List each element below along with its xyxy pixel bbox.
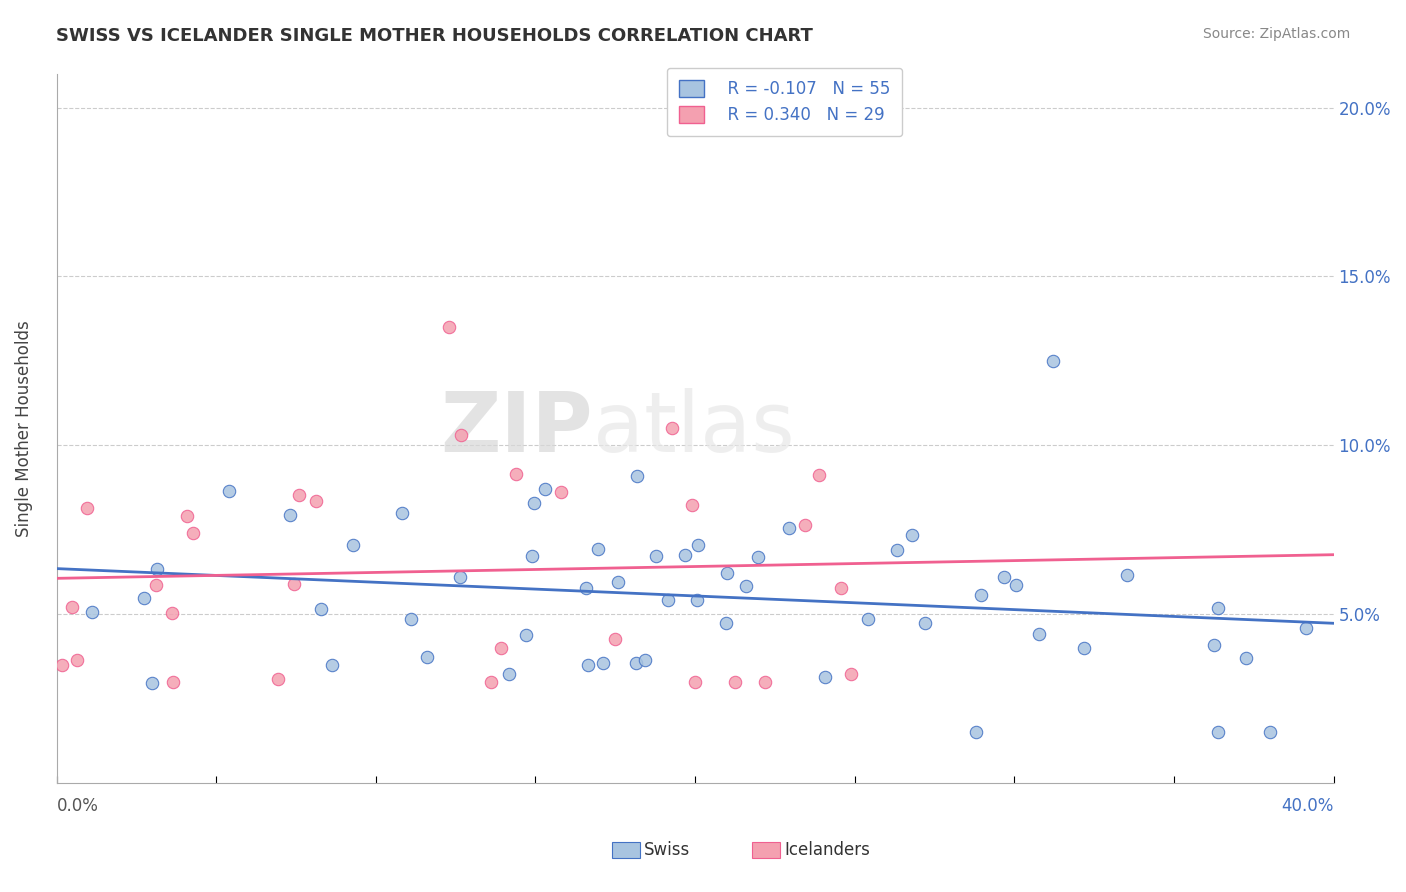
Point bbox=[685, 592, 707, 607]
Point bbox=[534, 482, 557, 496]
Point bbox=[914, 615, 936, 630]
Point bbox=[714, 615, 737, 630]
Point bbox=[1204, 639, 1226, 653]
Point bbox=[450, 428, 472, 442]
Point bbox=[321, 657, 343, 672]
Point bbox=[288, 488, 311, 502]
Point bbox=[965, 725, 987, 739]
Point bbox=[734, 579, 756, 593]
Point bbox=[661, 421, 683, 435]
Point bbox=[970, 589, 993, 603]
Text: Swiss: Swiss bbox=[644, 841, 690, 859]
Text: SWISS VS ICELANDER SINGLE MOTHER HOUSEHOLDS CORRELATION CHART: SWISS VS ICELANDER SINGLE MOTHER HOUSEHO… bbox=[56, 27, 813, 45]
Point bbox=[520, 549, 543, 563]
Point bbox=[218, 483, 240, 498]
Point bbox=[309, 601, 332, 615]
Point bbox=[51, 657, 73, 672]
Point bbox=[146, 562, 169, 576]
Point bbox=[673, 548, 696, 562]
Point bbox=[1116, 568, 1139, 582]
Point bbox=[141, 676, 163, 690]
Point bbox=[576, 658, 599, 673]
Point bbox=[162, 674, 184, 689]
Text: ZIP: ZIP bbox=[440, 388, 593, 469]
Point bbox=[901, 528, 924, 542]
Text: Icelanders: Icelanders bbox=[785, 841, 870, 859]
Point bbox=[830, 581, 852, 595]
Point bbox=[633, 653, 655, 667]
Point bbox=[479, 674, 502, 689]
Point bbox=[993, 570, 1015, 584]
Point bbox=[1258, 725, 1281, 739]
Point bbox=[60, 599, 83, 614]
Point bbox=[644, 549, 666, 563]
Point bbox=[839, 667, 862, 681]
Point bbox=[754, 674, 776, 689]
Text: 0.0%: 0.0% bbox=[56, 797, 98, 815]
Point bbox=[793, 517, 815, 532]
Point bbox=[160, 607, 183, 621]
Point bbox=[283, 576, 305, 591]
Point bbox=[342, 539, 364, 553]
Point bbox=[1206, 725, 1229, 739]
Point bbox=[1042, 354, 1064, 368]
Point bbox=[439, 320, 461, 334]
Y-axis label: Single Mother Households: Single Mother Households bbox=[15, 320, 32, 537]
Point bbox=[416, 649, 439, 664]
Point bbox=[132, 591, 155, 605]
Point bbox=[181, 525, 204, 540]
Point bbox=[778, 521, 800, 535]
Point bbox=[586, 542, 609, 557]
Point bbox=[80, 605, 103, 619]
Point bbox=[498, 667, 520, 681]
Point bbox=[505, 467, 527, 481]
Point bbox=[657, 593, 679, 607]
Point bbox=[1004, 578, 1026, 592]
Point bbox=[724, 674, 747, 689]
Point bbox=[550, 485, 572, 500]
Point bbox=[391, 506, 413, 520]
Point bbox=[1234, 650, 1257, 665]
Point bbox=[449, 569, 471, 583]
Point bbox=[747, 549, 769, 564]
Point bbox=[523, 496, 546, 510]
Point bbox=[176, 509, 198, 524]
Point bbox=[575, 581, 598, 595]
Point bbox=[683, 674, 706, 689]
Text: Source: ZipAtlas.com: Source: ZipAtlas.com bbox=[1202, 27, 1350, 41]
Point bbox=[607, 575, 630, 590]
Point bbox=[515, 628, 537, 642]
Point bbox=[76, 500, 98, 515]
Point bbox=[856, 612, 879, 626]
Point bbox=[305, 493, 328, 508]
Point bbox=[1073, 641, 1095, 656]
Point bbox=[624, 656, 647, 670]
Text: atlas: atlas bbox=[593, 388, 794, 469]
Point bbox=[278, 508, 301, 522]
Point bbox=[814, 670, 837, 684]
Point bbox=[603, 632, 626, 647]
Point bbox=[1295, 621, 1317, 635]
Point bbox=[626, 469, 648, 483]
Point bbox=[716, 566, 738, 580]
Text: 40.0%: 40.0% bbox=[1281, 797, 1334, 815]
Point bbox=[401, 612, 423, 626]
Point bbox=[808, 468, 831, 483]
Point bbox=[681, 498, 703, 512]
Point bbox=[66, 653, 89, 667]
Point bbox=[489, 641, 512, 656]
Point bbox=[1208, 600, 1230, 615]
Point bbox=[1028, 627, 1050, 641]
Point bbox=[145, 577, 167, 591]
Legend:   R = -0.107   N = 55,   R = 0.340   N = 29: R = -0.107 N = 55, R = 0.340 N = 29 bbox=[666, 68, 903, 136]
Point bbox=[688, 538, 710, 552]
Point bbox=[592, 657, 614, 671]
Point bbox=[886, 542, 908, 557]
Point bbox=[266, 673, 288, 687]
